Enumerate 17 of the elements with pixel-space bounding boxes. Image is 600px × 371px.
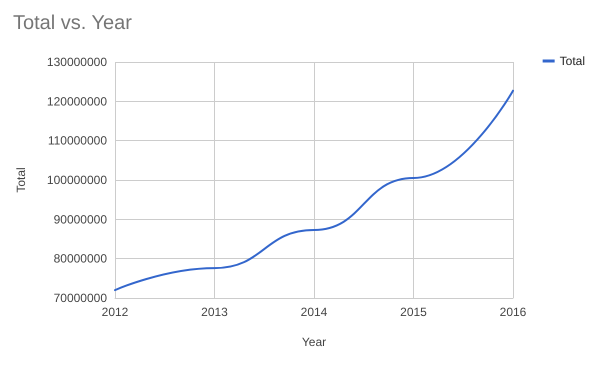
x-axis-title: Year <box>302 335 326 349</box>
y-tick-label: 80000000 <box>54 252 108 266</box>
y-tick-label: 130000000 <box>46 55 108 69</box>
legend-label: Total <box>560 54 586 68</box>
x-tick-label: 2013 <box>201 305 228 319</box>
chart-title: Total vs. Year <box>13 12 132 34</box>
y-tick-label: 90000000 <box>54 212 108 226</box>
x-tick-label: 2012 <box>102 305 129 319</box>
y-tick-label: 100000000 <box>46 173 108 187</box>
y-tick-label: 110000000 <box>48 134 108 148</box>
x-tick-label: 2015 <box>400 305 428 319</box>
y-axis-title: Total <box>14 167 28 193</box>
y-tick-label: 70000000 <box>54 291 108 305</box>
x-tick-label: 2014 <box>300 305 328 319</box>
x-tick-label: 2016 <box>500 305 527 319</box>
y-tick-label: 120000000 <box>46 94 108 108</box>
line-series <box>114 90 514 292</box>
